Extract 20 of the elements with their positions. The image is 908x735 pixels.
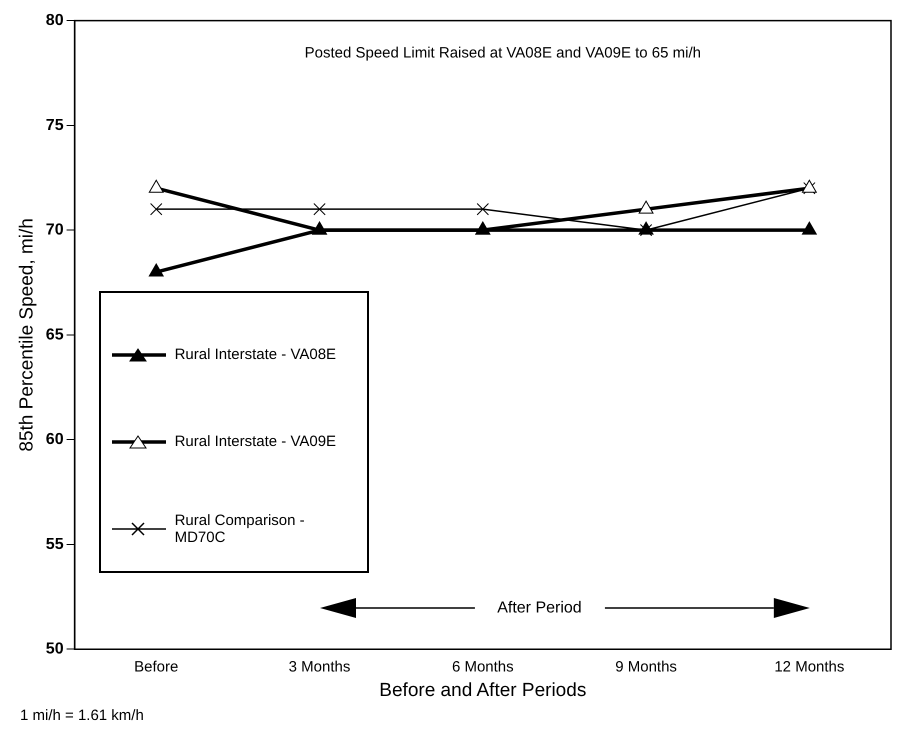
x-tick-label: 12 Months	[774, 658, 844, 676]
y-tick-label: 70	[46, 222, 64, 239]
x-axis-title: Before and After Periods	[379, 680, 586, 701]
y-axis-title: 85th Percentile Speed, mi/h	[16, 218, 38, 452]
annotation: After Period	[497, 600, 582, 617]
y-tick-label: 60	[46, 431, 64, 448]
y-tick-label: 55	[46, 536, 64, 553]
text: 1 mi/h = 1.61 km/h	[20, 707, 144, 724]
annotation: Posted Speed Limit Raised at VA08E and VA09E to 65 mi/h	[304, 44, 701, 62]
x-tick-label: Before	[134, 658, 178, 676]
legend-label: Rural Interstate - VA09E	[174, 433, 336, 450]
y-tick-label: 75	[46, 116, 64, 134]
y-tick-label: 50	[46, 640, 64, 658]
y-tick-label: 65	[46, 326, 64, 344]
legend-label: Rural Interstate - VA08E	[174, 346, 336, 364]
x-tick-label: 6 Months	[452, 658, 514, 676]
legend-label: Rural Comparison - MD70C	[174, 512, 306, 546]
y-tick-label: 80	[46, 12, 64, 30]
x-tick-label: 3 Months	[288, 658, 350, 676]
x-tick-label: 9 Months	[615, 658, 677, 676]
